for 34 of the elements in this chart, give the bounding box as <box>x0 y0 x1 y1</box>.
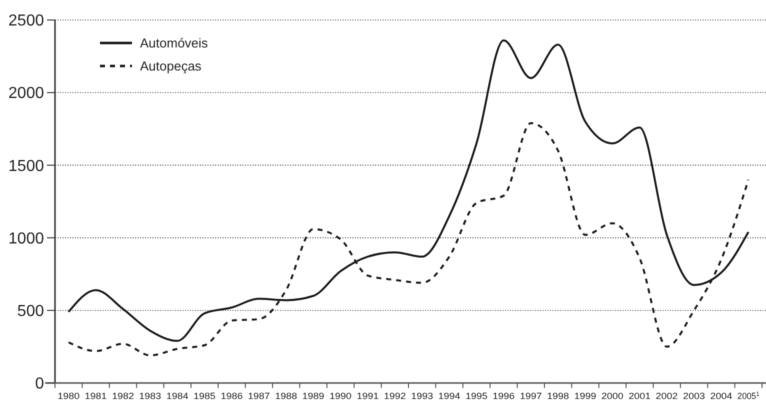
x-tick-label: 1985 <box>194 391 216 401</box>
x-tick-label: 1992 <box>384 391 406 401</box>
legend-label: Autopeças <box>140 58 202 74</box>
x-tick-label: 1983 <box>139 391 162 401</box>
x-tick-label: 1997 <box>520 391 542 401</box>
x-tick-label: 1991 <box>356 391 379 401</box>
y-tick-label: 2500 <box>8 12 44 30</box>
y-tick-label: 1500 <box>8 158 44 175</box>
x-tick-label: 1988 <box>275 391 298 401</box>
x-tick-label: 2001 <box>628 391 651 401</box>
x-tick-label: 1995 <box>465 391 488 401</box>
x-tick-label: 2000 <box>601 391 624 401</box>
y-tick-label: 500 <box>17 303 44 320</box>
x-tick-label: 1980 <box>58 391 80 401</box>
x-tick-label: 1981 <box>84 391 107 401</box>
x-tick-label: 1993 <box>411 391 434 401</box>
x-tick-label: 1989 <box>302 391 324 401</box>
legend-label: Automóveis <box>140 36 208 51</box>
x-tick-label: 1996 <box>492 391 515 401</box>
x-tick-label: 1987 <box>248 391 270 401</box>
x-tick-label: 1984 <box>166 391 188 401</box>
y-tick-label: 1000 <box>8 230 44 248</box>
x-tick-label: 1986 <box>220 391 243 401</box>
x-tick-label: 1990 <box>330 391 352 401</box>
x-tick-label: 1982 <box>112 391 134 401</box>
x-tick-label: 2003 <box>683 391 706 401</box>
x-tick-label: 1998 <box>547 391 570 401</box>
x-tick-label: 1999 <box>574 391 596 401</box>
x-tick-label: 1994 <box>438 391 460 401</box>
x-tick-label: 2004 <box>710 391 732 401</box>
x-tick-label: 2005$^{1}$ <box>737 390 760 401</box>
y-tick-label: 2000 <box>8 85 44 102</box>
x-tick-label: 2002 <box>656 391 678 401</box>
y-tick-label: 0 <box>35 376 44 393</box>
